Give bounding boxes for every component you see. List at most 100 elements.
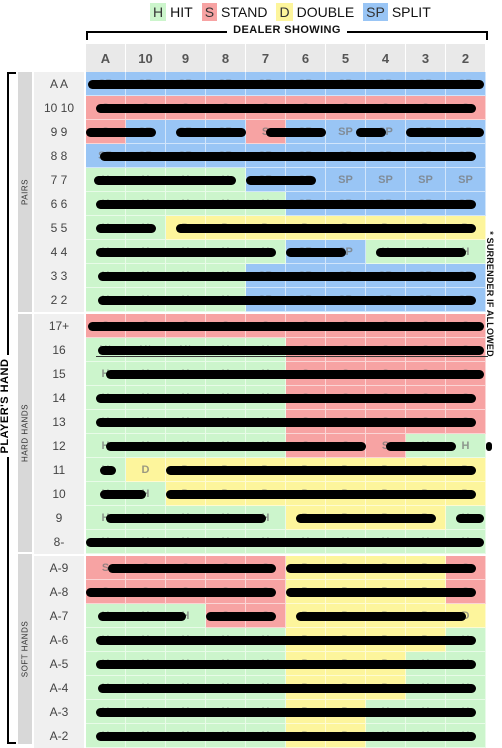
row-label: A A <box>34 72 84 96</box>
redaction-mark <box>286 588 476 597</box>
redaction-mark <box>96 200 476 209</box>
row-label: 8 8 <box>34 144 84 168</box>
redaction-mark <box>176 224 476 233</box>
redaction-mark <box>176 128 246 137</box>
strategy-row: HHHHHDDDDH <box>86 628 486 652</box>
row-label: 13 <box>34 410 84 434</box>
redaction-mark <box>286 564 476 573</box>
strategy-row: SSSSSDDDDS <box>86 556 486 580</box>
row-label: 4 4 <box>34 240 84 264</box>
redaction-mark <box>296 612 466 621</box>
strategy-row: SSSSSSSSSS <box>86 96 486 120</box>
redaction-mark <box>94 176 236 185</box>
legend-split: SP SPLIT <box>363 3 431 21</box>
dealer-card-8: 8 <box>206 44 246 72</box>
redaction-mark <box>246 176 316 185</box>
strategy-cell: SP <box>406 168 446 192</box>
row-label: 9 <box>34 506 84 530</box>
redaction-mark <box>96 394 476 403</box>
redaction-mark <box>86 588 276 597</box>
row-label: A-9 <box>34 556 84 580</box>
row-label: 7 7 <box>34 168 84 192</box>
strategy-cell: SP <box>446 168 486 192</box>
dealer-card-5: 5 <box>326 44 366 72</box>
redaction-mark <box>96 660 476 669</box>
legend-double-code: D <box>276 3 293 21</box>
redaction-mark <box>166 466 476 475</box>
redaction-mark <box>96 224 156 233</box>
strategy-row: HHHHHDDDHH <box>86 652 486 676</box>
strategy-row: SSSSSDDDDS <box>86 580 486 604</box>
row-label: 11 <box>34 458 84 482</box>
group-pairs-label: PAIRS <box>20 179 30 205</box>
redaction-mark <box>406 128 484 137</box>
row-label: 5 5 <box>34 216 84 240</box>
row-label: 17+ <box>34 314 84 338</box>
strategy-cell: SP <box>326 120 366 144</box>
redaction-mark <box>266 128 326 137</box>
legend-hit-label: HIT <box>170 4 193 20</box>
redaction-mark <box>86 538 484 547</box>
strategy-row: HHHHHSPSPHHH <box>86 240 486 264</box>
row-label: 8- <box>34 530 84 554</box>
group-soft-hands: SOFT HANDS <box>18 554 32 744</box>
legend-split-label: SPLIT <box>391 4 431 20</box>
dealer-card-a: A <box>86 44 126 72</box>
surrender-pointer-line <box>96 356 488 357</box>
strategy-cell: H <box>446 434 486 458</box>
redaction-mark <box>376 248 466 257</box>
strategy-row: HHHHHHHHHH <box>86 530 486 554</box>
redaction-mark <box>100 490 146 499</box>
legend-hit: H HIT <box>150 3 193 21</box>
redaction-mark <box>486 442 492 451</box>
strategy-row: HHDDDDDDDD <box>86 216 486 240</box>
legend: H HIT S STAND D DOUBLE SP SPLIT <box>150 2 440 22</box>
dealer-card-4: 4 <box>366 44 406 72</box>
legend-double: D DOUBLE <box>276 3 354 21</box>
strategy-row: HHHHSPSPSPSPSPSP <box>86 264 486 288</box>
strategy-cell: D <box>126 458 166 482</box>
dealer-card-2: 2 <box>446 44 486 72</box>
redaction-mark <box>98 272 476 281</box>
redaction-mark <box>456 514 484 523</box>
redaction-mark <box>98 612 186 621</box>
strategy-row: HHHHHDDHHH <box>86 724 486 748</box>
row-label: 14 <box>34 386 84 410</box>
group-hard-hands-label: HARD HANDS <box>20 404 30 462</box>
surrender-note-text: * SURRENDER IF ALLOWED <box>485 231 495 357</box>
row-label: 15 <box>34 362 84 386</box>
strategy-row: HHHHHSSSSS <box>86 410 486 434</box>
dealer-bracket-left <box>86 31 88 40</box>
group-soft-hands-label: SOFT HANDS <box>20 620 30 678</box>
row-label: 2 2 <box>34 288 84 312</box>
row-label: 12 <box>34 434 84 458</box>
row-label: A-6 <box>34 628 84 652</box>
strategy-cell: SP <box>366 120 406 144</box>
redaction-mark <box>106 370 484 379</box>
redaction-mark <box>96 248 276 257</box>
redaction-mark <box>96 732 476 741</box>
dealer-card-10: 10 <box>126 44 166 72</box>
row-label: 16 <box>34 338 84 362</box>
strategy-row: HHDDDDDDDD <box>86 482 486 506</box>
strategy-row: HHHHHDDDDH <box>86 506 486 530</box>
row-label: 3 3 <box>34 264 84 288</box>
redaction-mark <box>96 708 476 717</box>
redaction-mark <box>96 636 476 645</box>
dealer-card-9: 9 <box>166 44 206 72</box>
dealer-card-header: A 10 9 8 7 6 5 4 3 2 <box>86 44 486 72</box>
strategy-row: HHHHHSSSSS <box>86 386 486 410</box>
legend-double-label: DOUBLE <box>296 4 355 20</box>
dealer-card-7: 7 <box>246 44 286 72</box>
redaction-mark <box>166 490 476 499</box>
strategy-row: SPSPSPSPSPSPSPSPSPSP <box>86 72 486 96</box>
strategy-row: SPSPSPSPSPSPSPSPSPSP <box>86 144 486 168</box>
strategy-row: HHHHHSPSPSPSPSP <box>86 192 486 216</box>
legend-stand-code: S <box>201 3 218 21</box>
redaction-mark <box>96 104 476 113</box>
player-hand-axis: PLAYER'S HAND <box>0 72 18 744</box>
strategy-row: SSSSSSSSSS <box>86 314 486 338</box>
redaction-mark <box>96 418 476 427</box>
row-label: A-8 <box>34 580 84 604</box>
row-label: A-2 <box>34 724 84 748</box>
